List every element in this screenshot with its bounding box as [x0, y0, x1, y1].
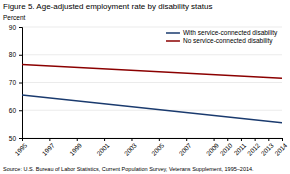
y-tick-label: 90 — [9, 24, 17, 31]
x-tick-label: 2011 — [232, 141, 247, 156]
y-tick-label: 60 — [9, 107, 17, 114]
legend-swatch — [166, 40, 180, 42]
x-tick-mark — [255, 138, 256, 141]
legend-item: No service-connected disability — [166, 37, 273, 45]
y-tick-mark — [19, 27, 22, 28]
grid — [22, 27, 282, 138]
x-tick-label: 1997 — [41, 141, 56, 156]
x-tick-mark — [268, 138, 269, 141]
x-tick-label: 1999 — [68, 141, 83, 156]
y-tick-label: 80 — [9, 51, 17, 58]
x-tick-label: 2010 — [218, 141, 233, 156]
x-tick-label: 2014 — [273, 141, 288, 156]
x-tick-mark — [241, 138, 242, 141]
x-tick-mark — [159, 138, 160, 141]
x-tick-mark — [186, 138, 187, 141]
x-tick: 2005 — [150, 138, 165, 157]
x-tick: 2010 — [218, 138, 233, 157]
x-tick-mark — [227, 138, 228, 141]
x-tick-label: 2012 — [246, 141, 261, 156]
y-tick-mark — [19, 83, 22, 84]
x-axis-line — [23, 139, 283, 142]
y-tick: 90 — [9, 24, 22, 31]
y-tick: 50 — [9, 135, 22, 142]
plot: 1995 1997 1999 2001 2003 2005 2007 200920102011… — [9, 24, 289, 157]
x-tick: 2001 — [95, 138, 110, 157]
x-tick: 2003 — [123, 138, 138, 157]
x-tick: 2014 — [273, 138, 288, 157]
x-tick-mark — [104, 138, 105, 141]
x-tick-mark — [49, 138, 50, 141]
legend-item: With service-connected disability — [166, 29, 278, 37]
source-line: Source: U.S. Bureau of Labor Statistics,… — [3, 166, 254, 172]
x-tick-label: 2001 — [95, 141, 110, 156]
x-tick: 1997 — [41, 138, 56, 157]
x-tick-mark — [131, 138, 132, 141]
y-tick-mark — [19, 110, 22, 111]
x-tick-label: 1995 — [13, 141, 28, 156]
x-tick-label: 2013 — [260, 141, 275, 156]
grid-line — [22, 110, 282, 111]
x-tick-label: 2009 — [205, 141, 220, 156]
x-tick-mark — [282, 138, 283, 141]
legend-label: No service-connected disability — [183, 37, 273, 45]
grid-line — [22, 27, 282, 28]
x-tick-label: 2007 — [177, 141, 192, 156]
x-tick: 2011 — [232, 138, 247, 157]
x-tick: 2012 — [246, 138, 261, 157]
x-tick-mark — [77, 138, 78, 141]
x-axis: 1995 1997 1999 2001 2003 2005 2007 200920102011… — [13, 138, 288, 157]
x-tick: 2009 — [205, 138, 220, 157]
y-tick-label: 70 — [9, 79, 17, 86]
series-line — [22, 64, 282, 78]
y-tick: 60 — [9, 107, 22, 114]
legend-swatch — [166, 32, 180, 34]
y-axis-label: Percent — [3, 14, 26, 21]
y-axis-line — [19, 28, 23, 139]
legend-label: With service-connected disability — [183, 29, 278, 37]
x-tick-label: 2005 — [150, 141, 165, 156]
y-tick-mark — [19, 138, 22, 139]
x-tick: 1999 — [68, 138, 83, 157]
x-tick: 2013 — [260, 138, 275, 157]
y-axis: 50 60 70 80 90 — [9, 24, 23, 142]
x-tick: 2007 — [177, 138, 192, 157]
legend: With service-connected disabilityNo serv… — [166, 29, 278, 45]
title: Figure 5. Age-adjusted employment rate b… — [3, 2, 212, 11]
source: Source: U.S. Bureau of Labor Statistics,… — [3, 166, 254, 172]
y-tick-mark — [19, 55, 22, 56]
x-tick-label: 2003 — [123, 141, 138, 156]
series-line — [22, 95, 282, 123]
x-tick-mark — [214, 138, 215, 141]
grid-line — [22, 54, 282, 55]
y-tick-label: 50 — [9, 135, 17, 142]
marks — [22, 64, 282, 122]
grid-line — [22, 82, 282, 83]
y-tick: 80 — [9, 51, 22, 58]
y-tick: 70 — [9, 79, 22, 86]
chart: Figure 5. Age-adjusted employment rate b… — [0, 0, 290, 174]
